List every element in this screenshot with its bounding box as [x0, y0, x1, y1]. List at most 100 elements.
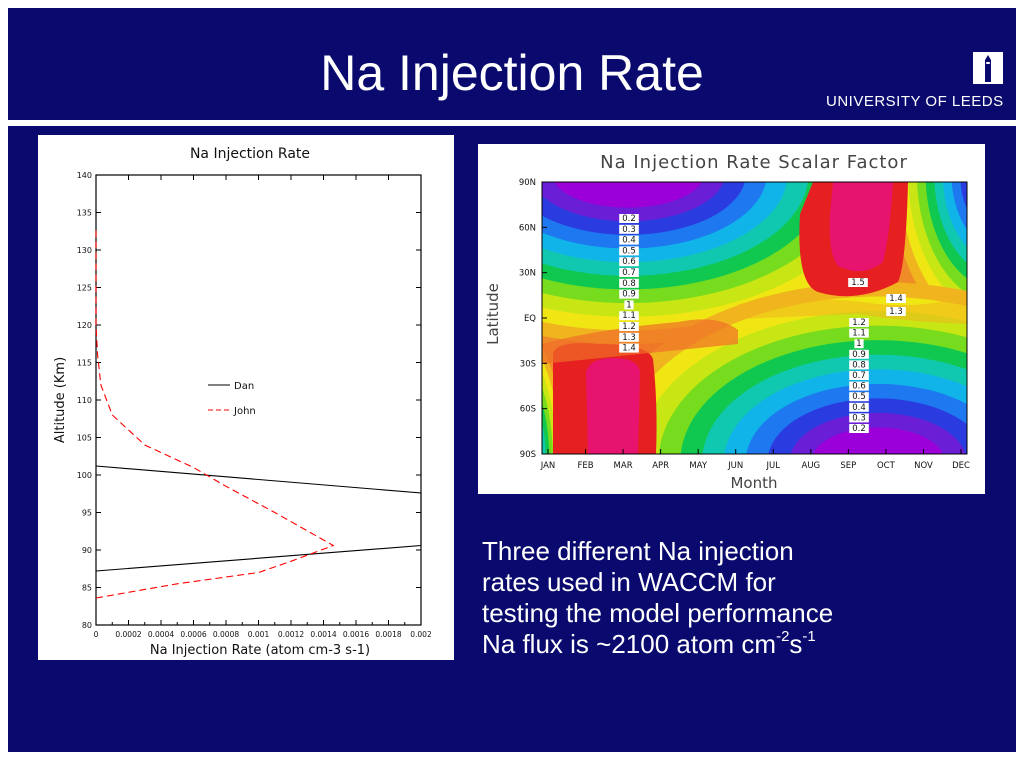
- y-tick-label: 90: [82, 546, 92, 555]
- flux-exponent-cm: -2: [776, 628, 790, 646]
- contour-band: [960, 182, 967, 210]
- contour-label: 0.8: [622, 279, 636, 289]
- contour-label-box: [619, 214, 639, 223]
- y-axis-label: Altitude (Km): [53, 357, 68, 443]
- contour-label: 1.2: [622, 322, 636, 332]
- x-tick-label: 0.0002: [115, 630, 141, 639]
- contour-label-box: [849, 424, 869, 433]
- contour-label: 1.2: [852, 318, 866, 328]
- contour-label-box: [849, 349, 869, 359]
- x-axis-label: Month: [730, 474, 777, 492]
- y-tick-label: 85: [82, 584, 92, 593]
- university-logo: UNIVERSITY OF LEEDS: [820, 50, 1016, 120]
- caption-line: Three different Na injection: [482, 536, 794, 566]
- contour-label-box: [619, 332, 639, 342]
- legend-label-john: John: [233, 406, 256, 417]
- contour-label-box: [849, 328, 869, 338]
- contour-label-box: [886, 307, 906, 316]
- month-label: MAR: [614, 461, 633, 471]
- y-tick-label: 95: [82, 509, 92, 518]
- contour-label-box: [619, 289, 639, 299]
- month-label: NOV: [914, 461, 933, 471]
- contour-label: 0.7: [852, 371, 866, 381]
- contour-label-box: [849, 381, 869, 391]
- y-tick-label: 135: [77, 209, 92, 218]
- series-group: [95, 227, 422, 599]
- contour-band: [738, 294, 967, 324]
- y-tick-label: 110: [77, 396, 92, 405]
- month-label: AUG: [802, 461, 821, 471]
- contour-label-box: [849, 318, 869, 327]
- y-axis-label: Latitude: [484, 283, 502, 345]
- contour-region-southern-winter: [542, 282, 967, 454]
- x-axis-label: Na Injection Rate (atom cm-3 s-1): [150, 643, 370, 658]
- contour-label-box: [619, 257, 639, 267]
- latitude-label: 60S: [520, 405, 536, 415]
- tick-group: 0 0.0002 0.0004 0.0006 0.0008 0.001 0.0012 0.00…: [77, 171, 432, 639]
- altitude-profile-chart: Na Injection Rate 0 0.0002 0.0004 0.0006 0.0…: [38, 135, 454, 660]
- legend-label-dan: Dan: [234, 381, 254, 392]
- latitude-label: 90S: [520, 450, 536, 460]
- contour-label: 1.3: [622, 333, 636, 343]
- contour-label-box: [619, 322, 639, 331]
- contour-band: [542, 421, 546, 454]
- contour-label-box: [849, 413, 869, 423]
- latitude-label: 60N: [519, 223, 536, 233]
- axis-group: JAN FEB MAR APR MAY JUN JUL AUG SEP OCT NOV DEC 90N 6…: [519, 178, 970, 471]
- contour-label: 0.6: [852, 382, 866, 392]
- contour-label-box: [854, 339, 864, 349]
- contour-label: 0.4: [852, 403, 866, 413]
- contour-label-box: [849, 392, 869, 402]
- chart-title: Na Injection Rate Scalar Factor: [600, 152, 908, 173]
- contour-label-box: [624, 300, 634, 310]
- contour-band: [813, 427, 943, 454]
- contour-label-box: [619, 246, 639, 256]
- month-label: JAN: [540, 461, 556, 471]
- caption-line: rates used in WACCM for: [482, 567, 776, 597]
- contour-label: 0.5: [622, 246, 636, 256]
- series-line-dan: [95, 465, 422, 572]
- contour-label-box: [849, 360, 869, 370]
- caption-line: testing the model performance: [482, 598, 834, 628]
- y-tick-label: 115: [77, 359, 92, 368]
- latitude-label: EQ: [524, 314, 536, 324]
- contour-band: [829, 182, 893, 272]
- contour-label-box: [619, 311, 639, 321]
- contour-region-northern-summer: [799, 182, 908, 297]
- y-tick-label: 100: [77, 471, 92, 480]
- contour-band: [586, 358, 640, 454]
- legend: Dan John: [208, 381, 256, 417]
- flux-text: Na flux is ~2100 atom cm: [482, 629, 777, 659]
- month-label: FEB: [577, 461, 593, 471]
- contour-label: 0.2: [852, 424, 866, 434]
- logo-text: UNIVERSITY OF LEEDS: [826, 93, 1004, 110]
- x-tick-label: 0.002: [410, 630, 432, 639]
- slide-title: Na Injection Rate: [320, 45, 704, 101]
- caption-text: Three different Na injection rates used …: [482, 536, 1002, 660]
- contour-band: [554, 182, 702, 208]
- contour-label-box: [849, 371, 869, 380]
- latitude-label: 90N: [519, 178, 536, 188]
- contour-label-box: [619, 268, 639, 277]
- contour-label-box: [619, 278, 639, 288]
- contour-label: 1.4: [889, 294, 903, 304]
- contour-label: 1.4: [622, 344, 636, 354]
- x-tick-label: 0.0006: [180, 630, 206, 639]
- y-tick-label: 105: [77, 434, 92, 443]
- contour-label: 1.1: [622, 311, 636, 321]
- latitude-label: 30N: [519, 269, 536, 279]
- contour-label: 0.7: [622, 268, 636, 278]
- contour-label: 1.1: [852, 329, 866, 339]
- contour-label: 0.5: [852, 392, 866, 402]
- altitude-profile-svg: Na Injection Rate 0 0.0002 0.0004 0.0006 0.0…: [38, 135, 454, 660]
- x-tick-label: 0: [94, 630, 99, 639]
- month-label: SEP: [840, 461, 856, 471]
- y-tick-label: 140: [77, 171, 92, 180]
- x-tick-label: 0.0014: [310, 630, 336, 639]
- y-tick-label: 125: [77, 284, 92, 293]
- title-bar: Na Injection Rate UNIVERSITY OF LEEDS: [8, 8, 1016, 120]
- caption-line-flux: Na flux is ~2100 atom cm-2s-1: [482, 629, 1002, 660]
- month-label: DEC: [952, 461, 970, 471]
- contour-label: 0.9: [622, 290, 636, 300]
- contour-label: 0.8: [852, 360, 866, 370]
